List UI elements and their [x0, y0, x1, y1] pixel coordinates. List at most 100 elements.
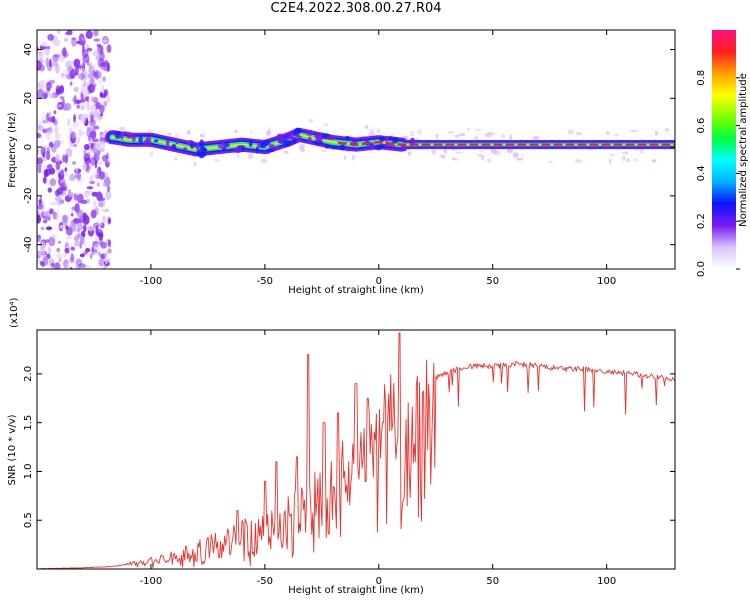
halo-blob [408, 134, 415, 137]
noise-blob [80, 77, 87, 82]
halo-blob [473, 136, 479, 142]
noise-blob [37, 157, 43, 165]
halo-blob [260, 158, 268, 164]
ridge-blob [316, 135, 322, 143]
noise-blob [106, 62, 110, 72]
halo-blob [201, 133, 206, 138]
noise-blob [81, 49, 89, 59]
noise-blob [43, 169, 49, 178]
noise-blob [65, 262, 70, 269]
noise-blob [63, 52, 69, 58]
noise-blob [54, 262, 61, 269]
halo-blob [501, 133, 506, 139]
y-tick-label: 1.0 [23, 463, 34, 479]
noise-blob [48, 141, 54, 148]
noise-blob [42, 219, 48, 224]
y-tick-label: -40 [23, 236, 34, 252]
noise-blob [102, 76, 106, 82]
noise-blob [98, 140, 106, 149]
noise-blob [48, 116, 55, 123]
ridge-blob [138, 136, 143, 144]
noise-blob [86, 126, 92, 131]
ridge-blob [120, 132, 124, 140]
noise-blob [90, 175, 94, 182]
noise-blob [63, 252, 67, 258]
halo-blob [439, 154, 446, 158]
ridge-blob [276, 133, 285, 142]
noise-blob [76, 171, 81, 181]
halo-blob [452, 156, 456, 161]
noise-blob [70, 219, 75, 229]
snr-y-axis-label: SNR (10 * v/v) [7, 414, 18, 485]
halo-blob [447, 131, 455, 134]
noise-blob [37, 203, 44, 210]
noise-blob [74, 137, 81, 144]
noise-blob [56, 247, 61, 253]
noise-blob [108, 257, 111, 263]
ridge-blob [217, 143, 227, 149]
noise-blob [39, 94, 44, 99]
halo-blob [364, 125, 369, 129]
halo-blob [187, 129, 191, 135]
noise-blob [49, 208, 54, 215]
snr-ticks: -100 -50 0 50 100 0.5 1.0 1.5 2.0 [23, 330, 675, 587]
noise-blob [98, 258, 105, 267]
noise-blob [80, 105, 85, 111]
noise-blob [93, 38, 101, 42]
noise-blob [65, 241, 69, 245]
noise-blob [65, 236, 73, 240]
noise-blob [42, 176, 47, 184]
noise-blob [74, 240, 81, 247]
halo-blob [567, 129, 575, 134]
ridge-blob [171, 144, 177, 149]
noise-blob [72, 161, 77, 165]
noise-blob [37, 133, 42, 138]
noise-blob [100, 113, 103, 117]
noise-blob [83, 242, 87, 247]
noise-blob [56, 252, 63, 260]
ridge-blob [307, 136, 312, 145]
noise-blob [92, 65, 96, 71]
ridge-blob [248, 139, 253, 148]
halo-blob [435, 133, 439, 139]
noise-blob [86, 128, 92, 138]
noise-blob [74, 203, 80, 214]
colorbar-tick-label: 0.4 [696, 165, 707, 181]
noise-blob [76, 193, 84, 204]
noise-blob [97, 251, 101, 257]
halo-blob [467, 127, 470, 131]
halo-blob [417, 129, 422, 135]
noise-blob [90, 104, 94, 112]
halo-blob [268, 127, 271, 132]
noise-blob [89, 118, 96, 127]
ridge-blob [259, 144, 264, 148]
ridge-blob [294, 135, 302, 140]
noise-blob [90, 251, 97, 256]
spectrogram-ticks: -100 -50 0 50 100 40 20 0 -20 -40 [23, 30, 675, 287]
noise-blob [103, 264, 107, 269]
noise-blob [38, 50, 42, 58]
noise-blob [100, 134, 107, 138]
snr-x-axis-label: Height of straight line (km) [288, 585, 424, 596]
noise-blob [56, 104, 63, 108]
halo-blob [407, 151, 412, 157]
noise-blob [67, 118, 70, 127]
noise-blob [78, 263, 86, 269]
halo-blob [532, 135, 540, 141]
halo-blob [443, 148, 448, 154]
noise-blob [72, 226, 77, 232]
noise-blob [102, 39, 108, 43]
noise-blob [90, 253, 93, 260]
noise-blob [42, 151, 46, 158]
noise-blob [41, 170, 45, 174]
noise-blob [89, 77, 95, 86]
noise-blob [88, 84, 96, 93]
noise-blob [98, 171, 106, 180]
noise-blob [47, 246, 52, 255]
noise-blob [64, 247, 70, 254]
noise-blob [82, 163, 87, 171]
noise-blob [108, 217, 112, 225]
noise-blob [47, 216, 51, 221]
noise-blob [97, 201, 104, 208]
halo-blob [431, 149, 437, 155]
